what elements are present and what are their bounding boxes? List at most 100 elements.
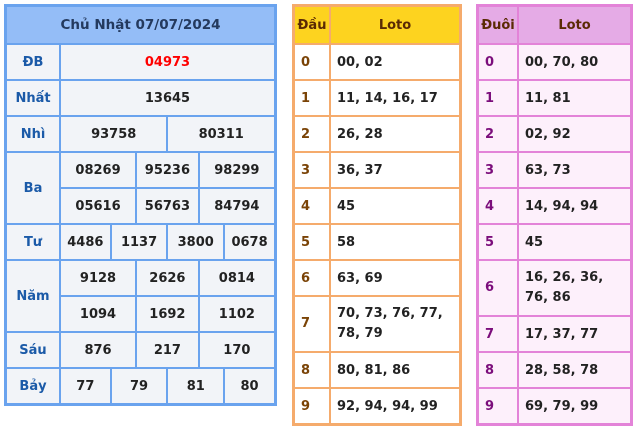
prize-label: Tư [4, 223, 61, 261]
prize-label: Năm [4, 259, 61, 333]
duoi-row: 5 45 [476, 223, 633, 261]
dau-header: Đầu [292, 4, 331, 45]
dau-row: 3 36, 37 [292, 151, 462, 189]
loto-values: 70, 73, 76, 77, 78, 79 [329, 295, 462, 353]
dau-key: 6 [292, 259, 331, 297]
prize-label: Nhì [4, 115, 61, 153]
loto-values: 11, 14, 16, 17 [329, 79, 462, 117]
loto-values: 63, 73 [517, 151, 633, 189]
duoi-key: 5 [476, 223, 519, 261]
dau-key: 0 [292, 43, 331, 81]
duoi-key: 6 [476, 259, 519, 317]
prize-label: Ba [4, 151, 61, 225]
dau-row: 0 00, 02 [292, 43, 462, 81]
loto-values: 92, 94, 94, 99 [329, 387, 462, 426]
duoi-key: 9 [476, 387, 519, 426]
dau-key: 7 [292, 295, 331, 353]
prize-value: 95236 [135, 151, 200, 189]
prize-value: 2626 [135, 259, 200, 297]
loto-values: 45 [517, 223, 633, 261]
loto-values: 02, 92 [517, 115, 633, 153]
prize-value: 217 [135, 331, 200, 369]
duoi-row: 8 28, 58, 78 [476, 351, 633, 389]
prize-value: 80 [223, 367, 277, 406]
prize-value: 08269 [58, 151, 138, 189]
prize-value: 1102 [197, 295, 277, 333]
prize-value: 3800 [166, 223, 226, 261]
dau-row: 8 80, 81, 86 [292, 351, 462, 389]
prize-value: 04973 [59, 43, 277, 81]
duoi-key: 2 [476, 115, 519, 153]
duoi-key: 8 [476, 351, 519, 389]
row-sau: Sáu 876 217 170 [4, 331, 277, 369]
dau-row: 1 11, 14, 16, 17 [292, 79, 462, 117]
prize-label: Sáu [4, 331, 61, 369]
prize-value: 876 [58, 331, 138, 369]
prize-value: 1692 [135, 295, 200, 333]
duoi-row: 7 17, 37, 77 [476, 315, 633, 353]
loto-values: 17, 37, 77 [517, 315, 633, 353]
dau-row: 2 26, 28 [292, 115, 462, 153]
prize-value: 84794 [197, 187, 277, 225]
loto-values: 63, 69 [329, 259, 462, 297]
dau-row: 9 92, 94, 94, 99 [292, 387, 462, 426]
duoi-row: 1 11, 81 [476, 79, 633, 117]
prize-value: 4486 [59, 223, 112, 261]
prize-label: Nhất [4, 79, 61, 117]
prize-value: 0814 [197, 259, 277, 297]
duoi-header: Đuôi [476, 4, 519, 45]
loto-values: 80, 81, 86 [329, 351, 462, 389]
dau-row: 5 58 [292, 223, 462, 261]
prize-value: 98299 [197, 151, 277, 189]
loto-header: Loto [329, 4, 462, 45]
duoi-row: 0 00, 70, 80 [476, 43, 633, 81]
dau-key: 5 [292, 223, 331, 261]
prize-value: 77 [59, 367, 112, 406]
duoi-row: 3 63, 73 [476, 151, 633, 189]
dau-key: 9 [292, 387, 331, 426]
prize-label: Bảy [4, 367, 61, 406]
row-nam: Năm 9128 2626 0814 [4, 259, 277, 333]
loto-values: 45 [329, 187, 462, 225]
dau-row: 6 63, 69 [292, 259, 462, 297]
dau-key: 2 [292, 115, 331, 153]
duoi-row: 4 14, 94, 94 [476, 187, 633, 225]
prize-value: 81 [166, 367, 226, 406]
row-nhat: Nhất 13645 [4, 79, 277, 117]
dau-key: 8 [292, 351, 331, 389]
duoi-row: 9 69, 79, 99 [476, 387, 633, 426]
loto-values: 26, 28 [329, 115, 462, 153]
duoi-key: 1 [476, 79, 519, 117]
loto-values: 11, 81 [517, 79, 633, 117]
duoi-key: 0 [476, 43, 519, 81]
prize-value: 0678 [223, 223, 277, 261]
row-ba: Ba 08269 95236 98299 [4, 151, 277, 225]
prize-value: 56763 [135, 187, 200, 225]
loto-values: 14, 94, 94 [517, 187, 633, 225]
duoi-key: 3 [476, 151, 519, 189]
prize-value: 9128 [58, 259, 138, 297]
prize-value: 1137 [109, 223, 169, 261]
prize-value: 05616 [58, 187, 138, 225]
prize-label: ĐB [4, 43, 61, 81]
prize-value: 170 [197, 331, 277, 369]
dau-key: 1 [292, 79, 331, 117]
row-bay: Bảy 77 79 81 80 [4, 367, 277, 406]
loto-values: 16, 26, 36, 76, 86 [517, 259, 633, 317]
results-title: Chủ Nhật 07/07/2024 [4, 4, 277, 45]
prize-value: 79 [109, 367, 169, 406]
row-db: ĐB 04973 [4, 43, 277, 81]
dau-key: 4 [292, 187, 331, 225]
duoi-row: 2 02, 92 [476, 115, 633, 153]
prize-value: 13645 [59, 79, 277, 117]
duoi-row: 6 16, 26, 36, 76, 86 [476, 259, 633, 317]
duoi-key: 4 [476, 187, 519, 225]
dau-table: Đầu Loto 0 00, 02 1 11, 14, 16, 17 2 26, 28 3 36… [292, 4, 462, 426]
dau-key: 3 [292, 151, 331, 189]
loto-values: 28, 58, 78 [517, 351, 633, 389]
loto-values: 69, 79, 99 [517, 387, 633, 426]
prize-value: 80311 [166, 115, 277, 153]
loto-values: 00, 70, 80 [517, 43, 633, 81]
duoi-table: Đuôi Loto 0 00, 70, 80 1 11, 81 2 02, 92 3 63, 7… [476, 4, 633, 426]
prize-value: 1094 [58, 295, 138, 333]
